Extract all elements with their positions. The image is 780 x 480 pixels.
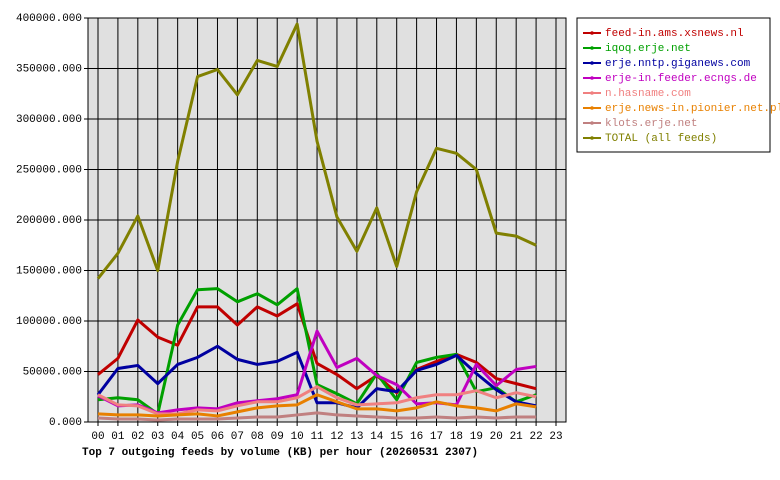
legend-label: feed-in.ams.xsnews.nl (605, 28, 744, 40)
series-line (97, 287, 537, 416)
x-tick-label: 16 (410, 431, 423, 443)
legend-label: TOTAL (all feeds) (605, 133, 717, 145)
chart-title: Top 7 outgoing feeds by volume (KB) per … (82, 447, 478, 459)
x-tick-label: 21 (510, 431, 524, 443)
legend-label: n.hasname.com (605, 88, 691, 100)
x-tick-label: 04 (171, 431, 185, 443)
y-tick-label: 100000.000 (16, 316, 82, 328)
legend-dot (590, 121, 594, 125)
x-tick-label: 01 (111, 431, 125, 443)
x-tick-label: 23 (549, 431, 562, 443)
y-tick-label: 250000.000 (16, 164, 82, 176)
x-tick-label: 11 (310, 431, 324, 443)
x-tick-label: 17 (430, 431, 443, 443)
y-tick-label: 0.000 (49, 417, 82, 429)
x-tick-label: 02 (131, 431, 144, 443)
legend-label: erje.nntp.giganews.com (605, 58, 751, 70)
legend-label: klots.erje.net (605, 118, 697, 130)
y-tick-label: 150000.000 (16, 265, 82, 277)
x-tick-label: 12 (330, 431, 343, 443)
x-tick-label: 06 (211, 431, 224, 443)
legend-box (576, 17, 771, 153)
y-tick-label: 200000.000 (16, 215, 82, 227)
x-tick-label: 03 (151, 431, 164, 443)
x-tick-label: 09 (271, 431, 284, 443)
y-tick-label: 50000.000 (23, 366, 82, 378)
plot-border (87, 17, 567, 423)
legend-label: iqoq.erje.net (605, 43, 691, 55)
legend-label: erje-in.feeder.ecngs.de (605, 73, 757, 85)
legend-dot (590, 76, 594, 80)
y-tick-label: 300000.000 (16, 114, 82, 126)
x-tick-label: 14 (370, 431, 384, 443)
x-tick-label: 05 (191, 431, 204, 443)
series-line (97, 393, 537, 418)
legend-dot (590, 91, 594, 95)
x-tick-label: 15 (390, 431, 403, 443)
x-tick-label: 00 (91, 431, 104, 443)
legend-dot (590, 31, 594, 35)
x-tick-label: 13 (350, 431, 363, 443)
x-tick-label: 07 (231, 431, 244, 443)
series-line (96, 22, 537, 280)
x-tick-label: 10 (291, 431, 304, 443)
series-line (97, 411, 537, 422)
x-tick-label: 18 (450, 431, 463, 443)
legend-dot (590, 136, 594, 140)
legend-label: erje.news-in.pionier.net.pl (605, 103, 780, 115)
series-line (97, 329, 537, 415)
series-line (96, 344, 537, 410)
series-line (97, 302, 537, 395)
x-tick-label: 20 (490, 431, 503, 443)
y-tick-label: 350000.000 (16, 63, 82, 75)
x-tick-label: 22 (529, 431, 542, 443)
legend-dot (590, 46, 594, 50)
legend-dot (590, 61, 594, 65)
x-tick-label: 19 (470, 431, 483, 443)
legend-dot (590, 106, 594, 110)
x-tick-label: 08 (251, 431, 264, 443)
y-tick-label: 400000.000 (16, 13, 82, 25)
